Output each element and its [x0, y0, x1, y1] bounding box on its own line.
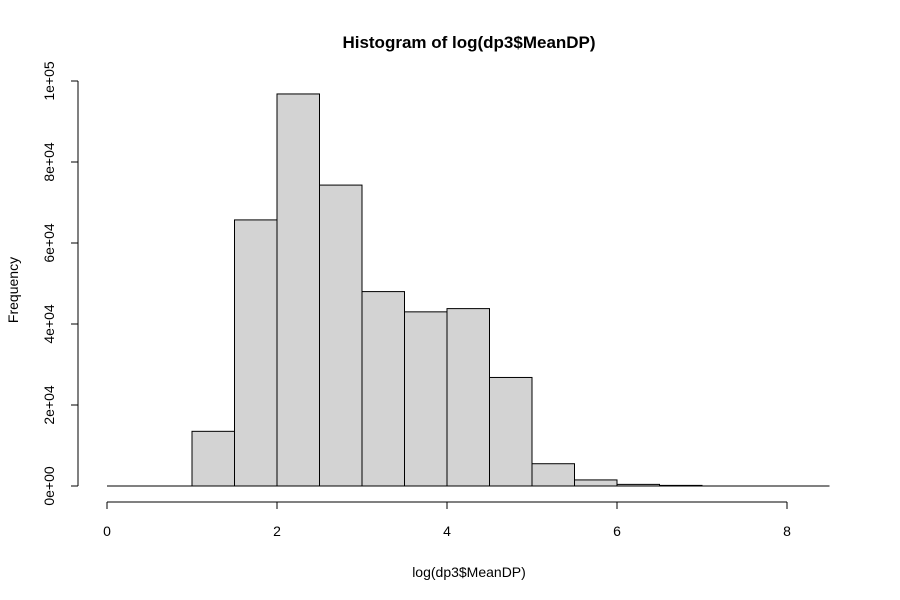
x-tick-label: 4: [443, 523, 451, 539]
histogram-bar: [489, 376, 533, 487]
y-tick-label: 0e+00: [41, 466, 57, 506]
histogram-bar: [319, 184, 363, 487]
histogram-bar: [531, 463, 575, 487]
x-tick-label: 8: [783, 523, 791, 539]
y-tick-label: 2e+04: [41, 385, 57, 425]
histogram-bar: [234, 219, 278, 487]
y-tick-label: 6e+04: [41, 223, 57, 263]
x-tick-label: 6: [613, 523, 621, 539]
histogram-bar: [574, 479, 618, 487]
y-axis: 0e+00 2e+04 4e+04 6e+04 8e+04 1e+05: [41, 61, 79, 506]
histogram-bar: [191, 430, 235, 487]
bars-group: [191, 93, 703, 487]
y-tick-label: 8e+04: [41, 142, 57, 182]
y-tick-label: 4e+04: [41, 304, 57, 344]
histogram-bar: [276, 93, 320, 487]
x-tick-label: 0: [103, 523, 111, 539]
histogram-bar: [446, 308, 490, 487]
x-axis-label: log(dp3$MeanDP): [412, 564, 526, 580]
x-tick-label: 2: [273, 523, 281, 539]
histogram-bar: [404, 311, 448, 487]
chart-title: Histogram of log(dp3$MeanDP): [342, 33, 595, 52]
y-axis-label: Frequency: [5, 257, 21, 323]
y-tick-label: 1e+05: [41, 61, 57, 101]
x-axis: 0 2 4 6 8: [103, 501, 791, 539]
histogram-bar: [361, 291, 405, 487]
